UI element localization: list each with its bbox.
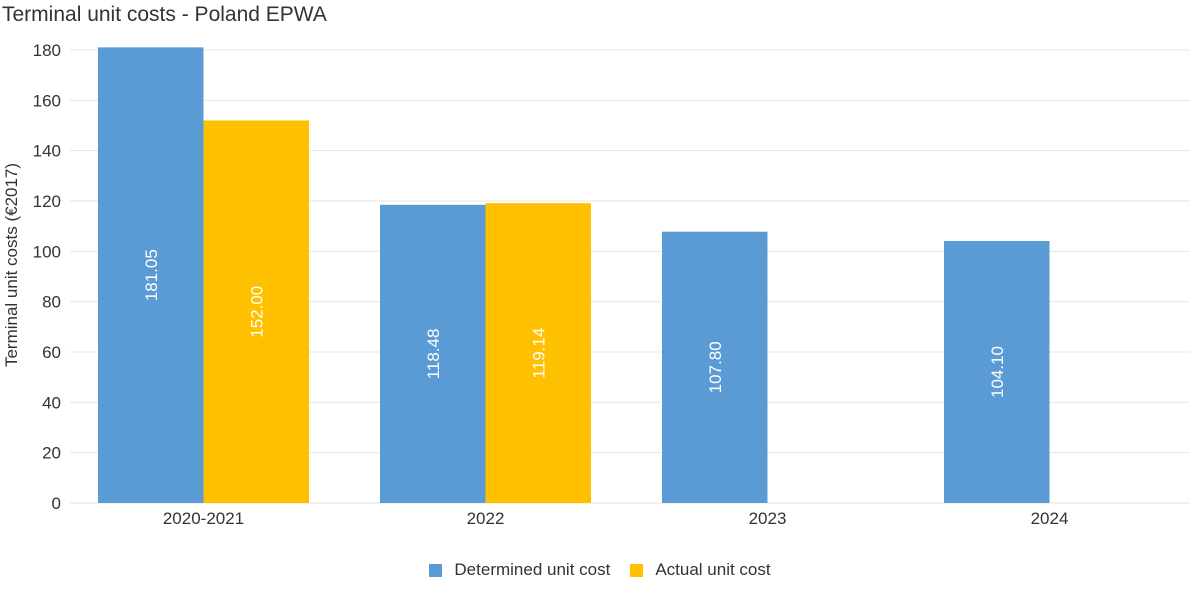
data-label: 118.48 bbox=[424, 329, 443, 380]
y-tick-label: 80 bbox=[42, 293, 61, 312]
x-tick-label: 2020-2021 bbox=[163, 509, 244, 528]
bar-determined bbox=[380, 204, 486, 504]
data-label: 119.14 bbox=[529, 328, 548, 379]
y-tick-label: 160 bbox=[33, 91, 61, 110]
bar-determined bbox=[944, 241, 1050, 503]
x-tick-label: 2022 bbox=[467, 509, 505, 528]
x-tick-label: 2023 bbox=[749, 509, 787, 528]
bar-determined bbox=[98, 47, 204, 504]
y-tick-label: 0 bbox=[52, 494, 61, 513]
data-label: 104.10 bbox=[988, 346, 1007, 398]
y-tick-label: 20 bbox=[42, 444, 61, 463]
legend-label-determined: Determined unit cost bbox=[454, 560, 611, 579]
data-label: 107.80 bbox=[706, 341, 725, 393]
x-tick-label: 2024 bbox=[1031, 509, 1069, 528]
y-tick-label: 180 bbox=[33, 41, 61, 60]
y-tick-label: 140 bbox=[33, 142, 61, 161]
chart-title: Terminal unit costs - Poland EPWA bbox=[2, 3, 327, 26]
legend: Determined unit cost Actual unit cost bbox=[0, 560, 1200, 580]
y-tick-label: 40 bbox=[42, 393, 61, 412]
legend-label-actual: Actual unit cost bbox=[655, 560, 771, 579]
y-tick-label: 120 bbox=[33, 192, 61, 211]
data-label: 181.05 bbox=[142, 249, 161, 301]
y-tick-label: 60 bbox=[42, 343, 61, 362]
bar-actual bbox=[203, 120, 309, 503]
bar-determined bbox=[662, 231, 768, 503]
bar-actual bbox=[485, 203, 591, 503]
legend-swatch-actual bbox=[630, 563, 644, 577]
legend-swatch-determined bbox=[429, 563, 443, 577]
y-axis-title: Terminal unit costs (€2017) bbox=[2, 163, 21, 367]
y-tick-label: 100 bbox=[33, 242, 61, 261]
legend-item-actual[interactable]: Actual unit cost bbox=[630, 560, 771, 580]
legend-item-determined[interactable]: Determined unit cost bbox=[429, 560, 610, 580]
data-label: 152.00 bbox=[247, 286, 266, 338]
